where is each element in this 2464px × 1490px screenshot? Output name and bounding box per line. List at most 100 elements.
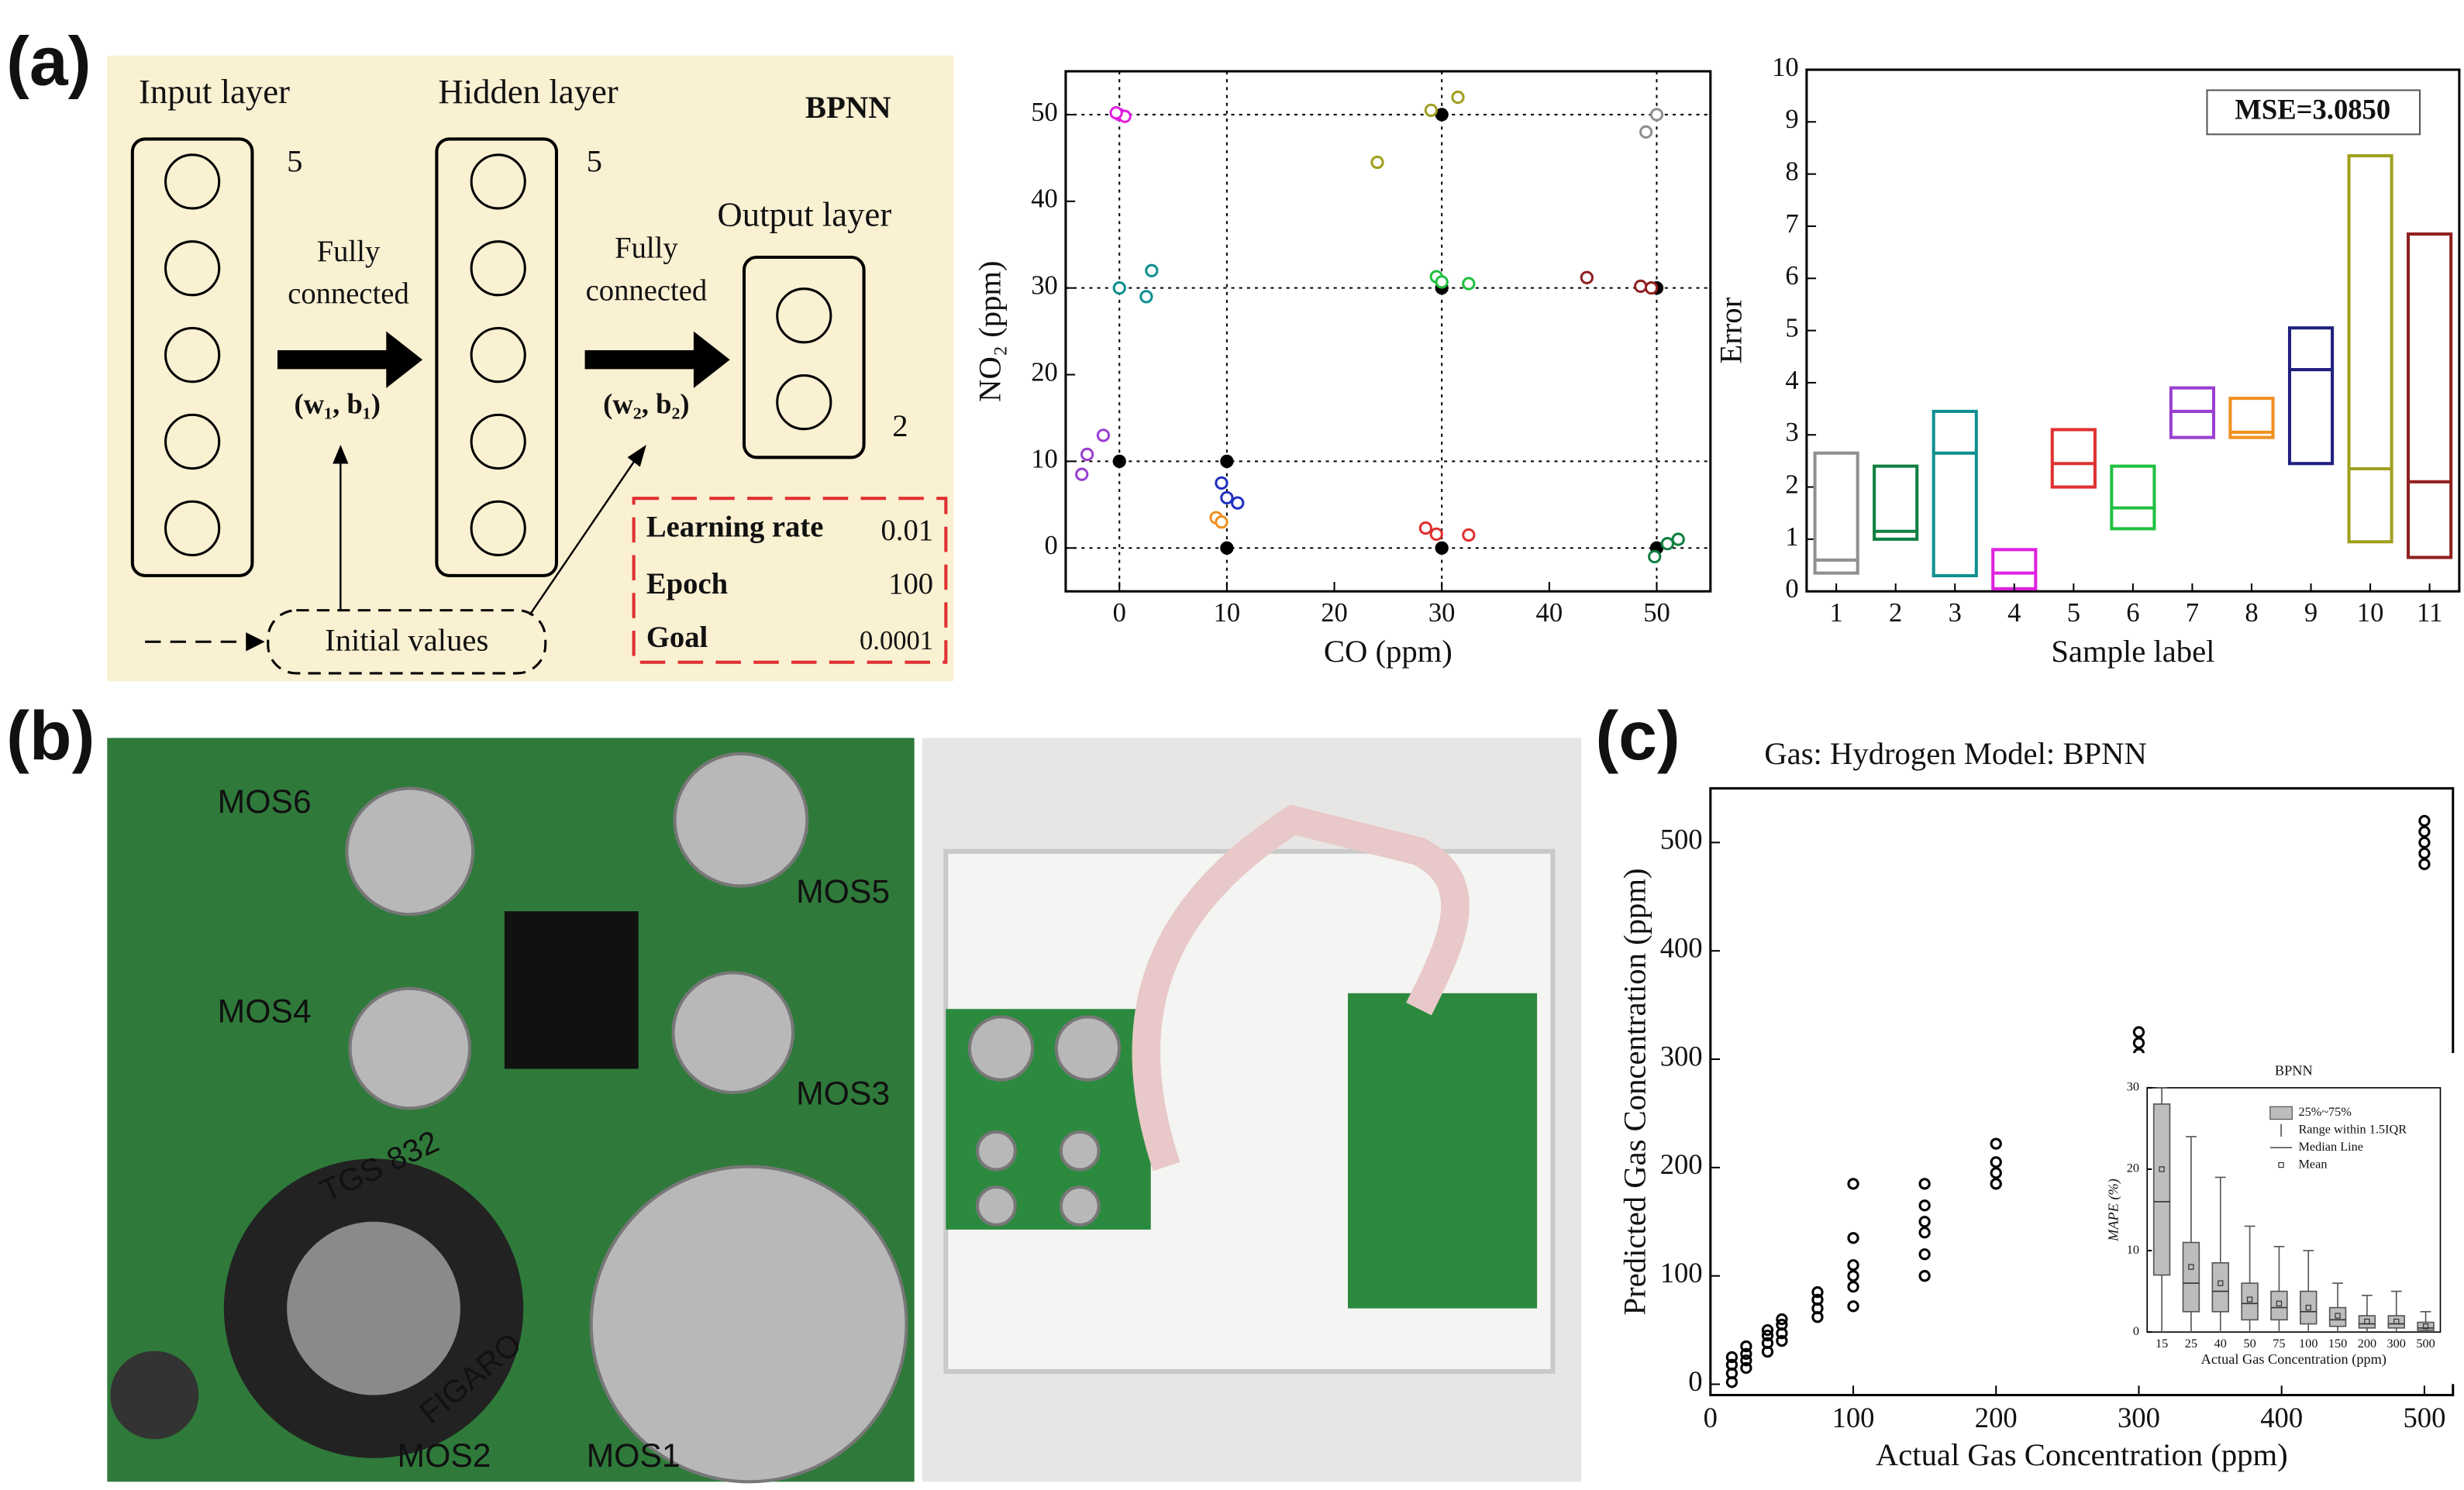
y-tick-label: 10 xyxy=(2127,1243,2139,1257)
box xyxy=(2358,1315,2376,1329)
x-tick-label: 9 xyxy=(2304,598,2318,628)
x-tick-label: 0 xyxy=(1113,598,1126,628)
chart: 0 10 20 30 Actual Gas Concentration (ppm) MAP… xyxy=(2088,1053,2455,1385)
param-box xyxy=(632,497,948,664)
point xyxy=(1740,1361,1752,1375)
y-tick-label: 100 xyxy=(1660,1257,1703,1289)
x-axis-label: Actual Gas Concentration (ppm) xyxy=(2201,1351,2386,1368)
box xyxy=(2387,1315,2405,1329)
mean xyxy=(2335,1313,2341,1319)
point xyxy=(1725,1351,1739,1364)
mos-labels: MOS6 MOS5 MOS4 MOS3 MOS2 MOS1 xyxy=(218,783,890,1475)
point xyxy=(1740,1347,1752,1360)
x-tick-label: 1 xyxy=(1829,598,1842,628)
point xyxy=(1990,1137,2002,1150)
chart: 0 10 20 30 40 50 0 10 20 30 40 50 CO (ppm) NO₂ (ppm) xyxy=(973,70,1712,669)
y-tick-label: 400 xyxy=(1660,932,1703,964)
label: 5 xyxy=(287,143,302,178)
x-tick-label: 11 xyxy=(2417,598,2442,628)
mean xyxy=(2305,1304,2311,1311)
label: 2 xyxy=(892,408,908,443)
x-tick-label: 7 xyxy=(2186,598,2199,628)
arrow xyxy=(584,331,730,388)
x-tick-label: 500 xyxy=(2403,1402,2445,1433)
label: 0.01 xyxy=(880,514,933,547)
y-tick-label: 4 xyxy=(1785,366,1798,395)
label: connected xyxy=(586,275,708,308)
y-tick-label: 0 xyxy=(1044,531,1057,560)
point xyxy=(1435,275,1449,289)
inset-bg xyxy=(2088,1053,2455,1385)
x-tick-label: 50 xyxy=(1643,598,1670,628)
y-tick-label: 5 xyxy=(1785,314,1798,343)
point xyxy=(2418,814,2431,828)
box xyxy=(2417,1321,2435,1331)
x-tick-label: 100 xyxy=(1832,1402,1875,1433)
plot-frame xyxy=(1064,70,1712,593)
x-tick-label: 500 xyxy=(2416,1337,2435,1351)
point xyxy=(1649,108,1664,122)
y-tick-label: 0 xyxy=(1688,1365,1702,1397)
link-text: Fully connected Fully connected xyxy=(288,232,707,311)
point xyxy=(1918,1248,1931,1261)
board xyxy=(1347,993,1538,1309)
chart-title: BPNN xyxy=(2275,1063,2313,1079)
point xyxy=(1435,541,1449,555)
x-axis-label: Actual Gas Concentration (ppm) xyxy=(1876,1437,2288,1472)
label: BPNN xyxy=(805,90,891,125)
box xyxy=(2110,464,2156,531)
y-tick-label: 20 xyxy=(2127,1161,2139,1175)
y-tick-label: 7 xyxy=(1785,209,1798,239)
x-axis-label: Sample label xyxy=(2051,634,2214,669)
point xyxy=(1990,1167,2002,1179)
point xyxy=(1220,490,1234,505)
x-tick-label: 200 xyxy=(1975,1402,2018,1433)
box xyxy=(2407,232,2453,559)
mean xyxy=(2276,1300,2283,1307)
point xyxy=(2132,1037,2145,1049)
chart: 0 1 2 3 4 5 6 7 8 9 10 Sample label Error 1 2 3 4 5 6 7 8 9 10… xyxy=(1714,53,2461,669)
point xyxy=(1671,532,1685,546)
y-tick-label: 1 xyxy=(1785,522,1798,552)
label: Output layer xyxy=(717,194,891,233)
point xyxy=(1215,476,1229,490)
point xyxy=(1075,467,1089,481)
y-tick-label: 9 xyxy=(1785,105,1798,134)
mean xyxy=(2364,1318,2370,1325)
point xyxy=(1761,1337,1774,1349)
point xyxy=(1740,1354,1752,1367)
point xyxy=(1918,1227,1931,1239)
point xyxy=(2418,858,2431,870)
x-tick-label: 15 xyxy=(2156,1337,2168,1351)
mean xyxy=(2218,1280,2224,1286)
point xyxy=(1811,1293,1824,1306)
label: Epoch xyxy=(646,568,728,600)
legend-swatch xyxy=(2278,1161,2284,1168)
annotation: MSE=3.0850 xyxy=(2235,93,2390,125)
label: Input layer xyxy=(139,72,290,111)
point xyxy=(2418,847,2431,859)
y-tick-label: 0 xyxy=(1785,574,1798,604)
y-tick-label: 30 xyxy=(1031,271,1058,301)
box xyxy=(2347,154,2393,544)
x-tick-label: 20 xyxy=(1321,598,1348,628)
x-tick-label: 0 xyxy=(1704,1402,1718,1433)
mean xyxy=(2393,1318,2400,1325)
box xyxy=(2228,397,2275,439)
arrow xyxy=(529,456,638,616)
x-tick-label: 150 xyxy=(2328,1337,2347,1351)
point xyxy=(2418,836,2431,848)
sensor-mesh xyxy=(287,1221,460,1395)
mean xyxy=(2188,1264,2194,1270)
output-box xyxy=(742,255,866,459)
box xyxy=(2152,1103,2171,1276)
x-tick-label: 40 xyxy=(2214,1337,2227,1351)
point xyxy=(1918,1216,1931,1228)
point xyxy=(1776,1313,1788,1326)
label: connected xyxy=(288,278,409,311)
point xyxy=(1109,106,1123,120)
label: Learning rate xyxy=(646,511,823,544)
point xyxy=(1220,454,1234,469)
point xyxy=(1634,279,1648,294)
